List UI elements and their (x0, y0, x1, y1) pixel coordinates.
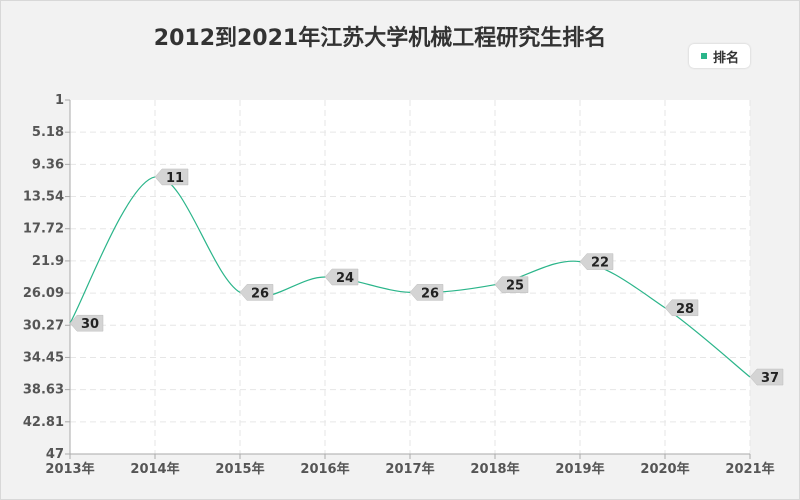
x-tick-label: 2021年 (725, 461, 774, 477)
data-label-tag (324, 268, 359, 286)
y-tick-label: 1 (55, 93, 64, 108)
x-tick-label: 2015年 (215, 461, 264, 477)
y-tick-label: 17.72 (23, 222, 64, 237)
data-label-tag (664, 299, 699, 317)
data-label-tag (749, 368, 784, 386)
y-tick-label: 13.54 (23, 190, 64, 205)
x-tick-label: 2020年 (640, 461, 689, 477)
data-label-tag (69, 314, 104, 332)
y-axis-ticks: 1 5.18 9.36 13.54 17.72 21.9 26.09 30.27 34.45 38… (23, 93, 70, 462)
data-label-tag (409, 284, 444, 301)
y-tick-label: 47 (46, 447, 64, 462)
data-label: 37 (761, 371, 779, 386)
x-tick-label: 2018年 (470, 461, 519, 477)
y-tick-label: 5.18 (32, 125, 64, 140)
grid (70, 100, 751, 454)
data-label: 22 (591, 256, 609, 271)
y-tick-label: 9.36 (32, 157, 64, 172)
data-label: 11 (166, 171, 184, 186)
chart-title: 2012到2021年江苏大学机械工程研究生排名 (153, 26, 607, 51)
x-tick-label: 2016年 (300, 461, 349, 477)
x-tick-label: 2019年 (555, 461, 604, 477)
data-label-tag (579, 253, 614, 270)
y-tick-label: 42.81 (23, 415, 64, 430)
data-label: 26 (251, 286, 269, 301)
data-label: 28 (676, 302, 694, 317)
x-tick-label: 2014年 (130, 461, 179, 477)
data-label-tag (239, 284, 274, 301)
y-tick-label: 21.9 (32, 254, 64, 269)
data-label-tag (154, 168, 189, 186)
y-tick-label: 30.27 (23, 318, 64, 333)
data-label: 25 (506, 279, 524, 294)
x-tick-label: 2013年 (45, 461, 94, 477)
legend-label: 排名 (713, 51, 740, 66)
data-labels: 30 11 26 24 26 25 22 28 37 (69, 168, 784, 386)
legend-swatch-icon (701, 53, 707, 59)
data-label: 26 (421, 286, 439, 301)
legend[interactable]: 排名 (689, 44, 750, 68)
data-label: 30 (81, 317, 99, 332)
data-label: 24 (336, 271, 354, 286)
x-tick-label: 2017年 (385, 461, 434, 477)
x-axis-ticks: 2013年 2014年 2015年 2016年 2017年 2018年 2019年 2020年… (45, 454, 775, 477)
y-tick-label: 38.63 (23, 383, 64, 398)
data-label-tag (494, 276, 529, 293)
y-tick-label: 26.09 (23, 286, 64, 301)
y-tick-label: 34.45 (23, 350, 64, 365)
